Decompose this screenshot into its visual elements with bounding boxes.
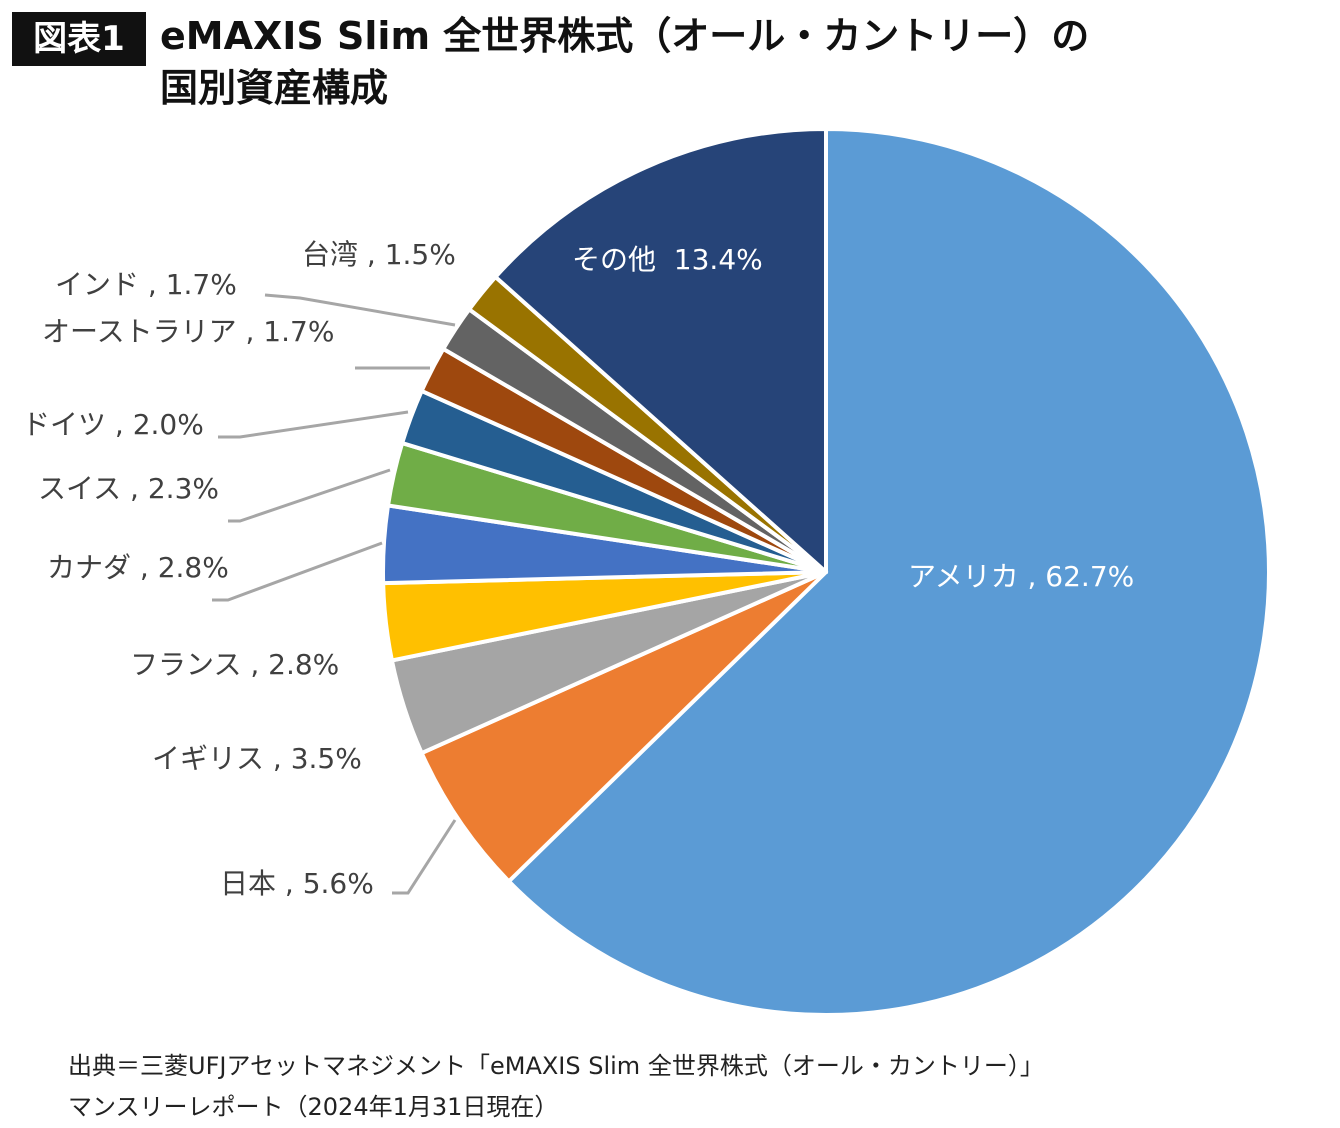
title-line-1: eMAXIS Slim 全世界株式（オール・カントリー）の xyxy=(160,14,1090,58)
chart-title: eMAXIS Slim 全世界株式（オール・カントリー）の 国別資産構成 xyxy=(160,10,1089,114)
pie-slice-1 xyxy=(419,570,828,884)
leader-line-canada xyxy=(212,541,383,602)
leader-line-germany xyxy=(218,410,409,439)
label-france: フランス , 2.8% xyxy=(130,648,340,681)
figure-badge: 図表1 xyxy=(12,12,146,66)
leader-line-switzerland xyxy=(228,468,391,523)
leader-line-japan xyxy=(392,819,457,895)
label-taiwan: 台湾 , 1.5% xyxy=(302,238,456,271)
source-line-2: マンスリーレポート（2024年1月31日現在） xyxy=(68,1093,559,1121)
leader-line-india xyxy=(264,293,456,327)
pie-slice-0 xyxy=(506,127,1271,1017)
source-line-1: 出典＝三菱UFJアセットマネジメント「eMAXIS Slim 全世界株式（オール… xyxy=(68,1052,1044,1080)
label-canada: カナダ , 2.8% xyxy=(47,551,229,584)
label-india: インド , 1.7% xyxy=(55,268,237,301)
title-line-2: 国別資産構成 xyxy=(160,66,389,110)
label-japan: 日本 , 5.6% xyxy=(220,867,374,900)
label-switzerland: スイス , 2.3% xyxy=(38,472,219,505)
label-germany: ドイツ , 2.0% xyxy=(22,408,204,441)
leader-lines xyxy=(212,293,457,895)
pie-slice-10 xyxy=(493,127,828,574)
label-usa: アメリカ , 62.7% xyxy=(908,560,1135,593)
label-australia: オーストラリア , 1.7% xyxy=(42,315,335,348)
label-uk: イギリス , 3.5% xyxy=(152,742,362,775)
label-others: その他 13.4% xyxy=(572,243,763,276)
